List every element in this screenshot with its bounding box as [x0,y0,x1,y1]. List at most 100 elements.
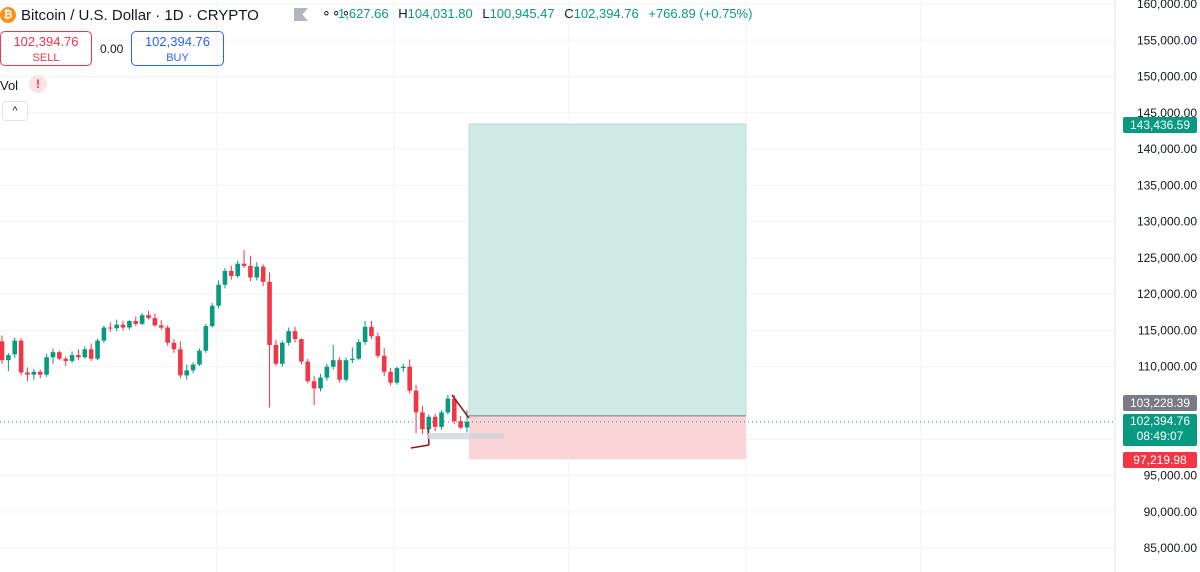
candle-body [88,349,94,359]
candle-body [445,398,451,413]
candle-body [37,371,43,375]
candle-body [432,416,438,427]
candle-body [107,327,113,329]
candle-body [203,326,209,351]
candle-body [25,372,30,375]
candle-body [114,324,119,329]
candle-body [63,358,68,361]
bitcoin-logo-icon: ₿ [0,7,16,23]
candle-body [69,355,75,361]
symbol-header[interactable]: ₿ Bitcoin / U.S. Dollar · 1D · CRYPTO [0,4,259,26]
y-tick-label: 140,000.00 [1137,142,1197,156]
y-tick-label: 110,000.00 [1138,360,1197,374]
sell-price: 102,394.76 [13,34,79,49]
ohlc-high-value: 104,031.80 [407,6,473,21]
y-tick-label: 160,000.00 [1137,0,1197,11]
candle-body [44,357,49,375]
last-price-value: 102,394.76 [1129,414,1191,428]
candle-body [375,336,381,356]
candle-body [248,265,253,278]
entry-price-label: 103,228.39 [1123,395,1197,411]
candle-body [178,349,183,376]
last-price-label: 102,394.76 08:49:07 [1123,414,1197,446]
candle-body [337,360,342,380]
candle-body [184,370,190,376]
buy-label: BUY [166,52,189,64]
candle-body [57,352,62,359]
candle-body [120,324,126,328]
candle-body [394,368,400,383]
y-tick-label: 115,000.00 [1138,323,1197,337]
candle-body [95,340,100,359]
candle-body [229,270,234,277]
candle-body [133,320,139,324]
buy-button[interactable]: 102,394.76 BUY [131,31,224,66]
y-tick-label: 130,000.00 [1137,215,1197,229]
stop-loss-price-label: 97,219.98 [1123,452,1197,468]
y-tick-label: 155,000.00 [1137,33,1197,47]
candle-body [222,270,228,285]
candle-body [241,263,247,266]
ohlc-readout: 1,627.66 H104,031.80 L100,945.47 C102,39… [338,6,752,21]
warning-icon[interactable]: ! [29,75,47,93]
candle-body [413,390,419,413]
candle-body [458,421,463,428]
candle-body [305,361,311,382]
flag-icon[interactable] [294,8,308,21]
buy-price: 102,394.76 [144,34,211,49]
collapse-indicators-button[interactable]: ^ [2,101,28,121]
y-tick-label: 120,000.00 [1137,287,1197,301]
ohlc-change-value: +766.89 (+0.75%) [648,6,753,21]
candle-body [190,364,196,371]
candle-body [299,339,304,362]
candle-body [311,381,317,389]
candle-body [139,315,145,324]
pattern-line [451,394,470,419]
ohlc-high-label: H [398,6,408,21]
candle-body [292,331,298,340]
candle-body [235,263,240,277]
sell-button[interactable]: 102,394.76 SELL [0,31,92,66]
candle-body [279,342,285,364]
ohlc-open-value: 1,627.66 [338,6,389,21]
candle-body [343,360,349,380]
candle-body [369,326,374,337]
candle-body [76,355,81,358]
y-tick-label: 125,000.00 [1137,251,1197,265]
candle-body [18,340,24,373]
candle-body [6,355,11,361]
candle-body [31,371,37,375]
volume-indicator-label[interactable]: Vol [0,78,19,93]
symbol-title[interactable]: Bitcoin / U.S. Dollar · 1D · CRYPTO [21,6,259,24]
candle-body [362,326,368,343]
bar-countdown: 08:49:07 [1136,429,1184,443]
sell-label: SELL [32,52,60,64]
y-tick-label: 95,000.00 [1144,469,1198,483]
candle-body [260,266,266,282]
y-tick-label: 150,000.00 [1137,70,1197,84]
pattern-line [410,444,430,449]
ohlc-low-label: L [482,6,490,21]
candle-body [209,305,215,327]
candle-body [388,371,393,383]
candle-body [0,341,5,361]
spread-value: 0.00 [100,42,124,56]
candle-body [407,366,412,391]
candle-body [330,360,336,367]
y-tick-label: 135,000.00 [1137,178,1197,192]
more-options-icon[interactable]: ∘∘∘ [322,4,352,20]
candle-body [318,377,323,389]
candle-body [324,366,330,378]
candle-body [451,398,457,422]
candle-body [82,349,88,358]
candle-body [197,350,202,365]
candle-body [50,352,56,358]
candle-body [267,281,272,345]
candle-body [464,421,470,428]
candle-body [152,318,158,326]
y-tick-label: 85,000.00 [1144,541,1198,555]
candle-body [12,340,18,355]
candle-body [171,342,177,350]
candle-body [273,344,279,364]
